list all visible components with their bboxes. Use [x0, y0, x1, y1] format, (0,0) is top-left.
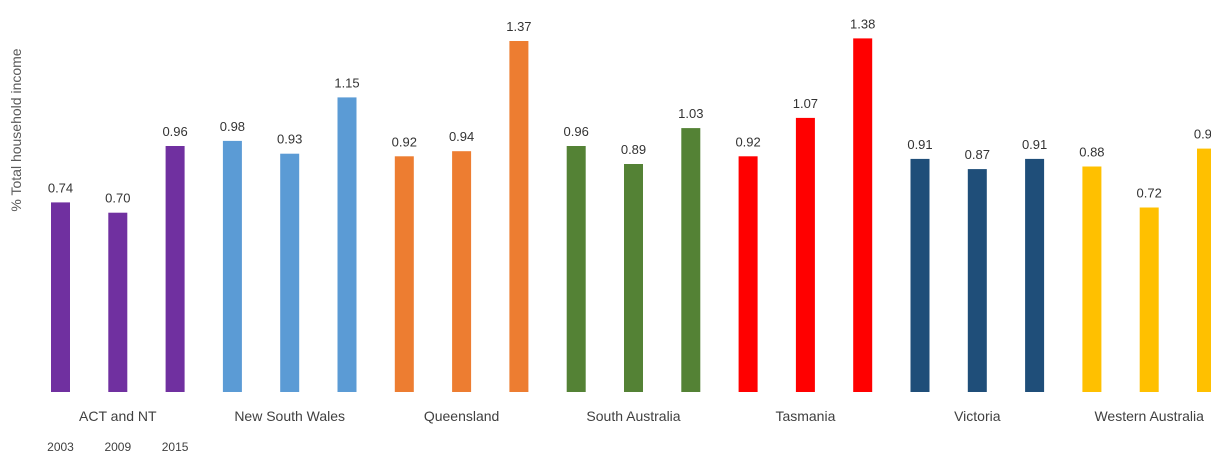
- bar-victoria-2009: [967, 169, 987, 392]
- category-label: Victoria: [954, 408, 1001, 424]
- value-label: 1.15: [334, 75, 359, 90]
- value-label: 0.87: [965, 147, 990, 162]
- category-labels-layer: ACT and NT New South Wales Queensland South…: [79, 408, 1204, 424]
- value-label: 0.96: [162, 124, 187, 139]
- bar-tasmania-2015: [853, 38, 873, 393]
- value-label: 0.88: [1079, 145, 1104, 160]
- value-label: 0.70: [105, 191, 130, 206]
- bar-queensland-2015: [509, 41, 529, 392]
- year-label: 2003: [47, 440, 74, 454]
- value-label: 0.98: [220, 119, 245, 134]
- bar-act-and-nt-2015: [165, 146, 185, 392]
- category-label: Tasmania: [775, 408, 835, 424]
- bar-new-south-wales-2015: [337, 97, 357, 393]
- bar-western-australia-2009: [1139, 207, 1159, 392]
- bar-victoria-2015: [1025, 158, 1045, 392]
- value-label: 0.92: [735, 134, 760, 149]
- category-label: Queensland: [424, 408, 500, 424]
- value-label: 0.95: [1194, 127, 1211, 142]
- bar-western-australia-2003: [1082, 166, 1102, 392]
- category-label: ACT and NT: [79, 408, 157, 424]
- bar-queensland-2009: [452, 151, 472, 392]
- year-label: 2015: [162, 440, 189, 454]
- year-label: 2009: [104, 440, 131, 454]
- year-labels-layer: 2003 2009 2015: [47, 440, 189, 454]
- value-label: 0.94: [449, 129, 474, 144]
- bar-new-south-wales-2003: [222, 140, 242, 392]
- category-label: South Australia: [586, 408, 680, 424]
- category-label: New South Wales: [234, 408, 345, 424]
- value-label: 0.92: [392, 134, 417, 149]
- bars-layer: [51, 38, 1211, 393]
- bar-tasmania-2009: [795, 117, 815, 393]
- value-label: 1.07: [793, 96, 818, 111]
- bar-new-south-wales-2009: [280, 153, 300, 392]
- value-label: 0.91: [1022, 137, 1047, 152]
- value-label: 0.93: [277, 132, 302, 147]
- value-label: 0.72: [1137, 186, 1162, 201]
- value-label: 1.37: [506, 19, 531, 34]
- value-label: 0.91: [907, 137, 932, 152]
- y-axis-label: % Total household income: [8, 48, 24, 211]
- value-label: 0.74: [48, 180, 73, 195]
- bar-western-australia-2015: [1197, 148, 1211, 392]
- bar-act-and-nt-2003: [51, 202, 70, 392]
- value-label: 0.96: [564, 124, 589, 139]
- value-label: 1.38: [850, 16, 875, 31]
- value-label: 0.89: [621, 142, 646, 157]
- category-label: Western Australia: [1094, 408, 1204, 424]
- value-labels-layer: 0.74 0.70 0.96 0.98 0.93 1.15 0.92 0.94 1.37 0.96…: [48, 16, 1211, 205]
- bar-queensland-2003: [394, 156, 414, 392]
- bar-act-and-nt-2009: [108, 212, 128, 392]
- bar-south-australia-2003: [566, 146, 586, 392]
- bar-south-australia-2009: [624, 164, 643, 392]
- value-label: 1.03: [678, 106, 703, 121]
- bar-tasmania-2003: [738, 156, 758, 392]
- bar-victoria-2003: [910, 158, 930, 392]
- bar-south-australia-2015: [681, 128, 701, 392]
